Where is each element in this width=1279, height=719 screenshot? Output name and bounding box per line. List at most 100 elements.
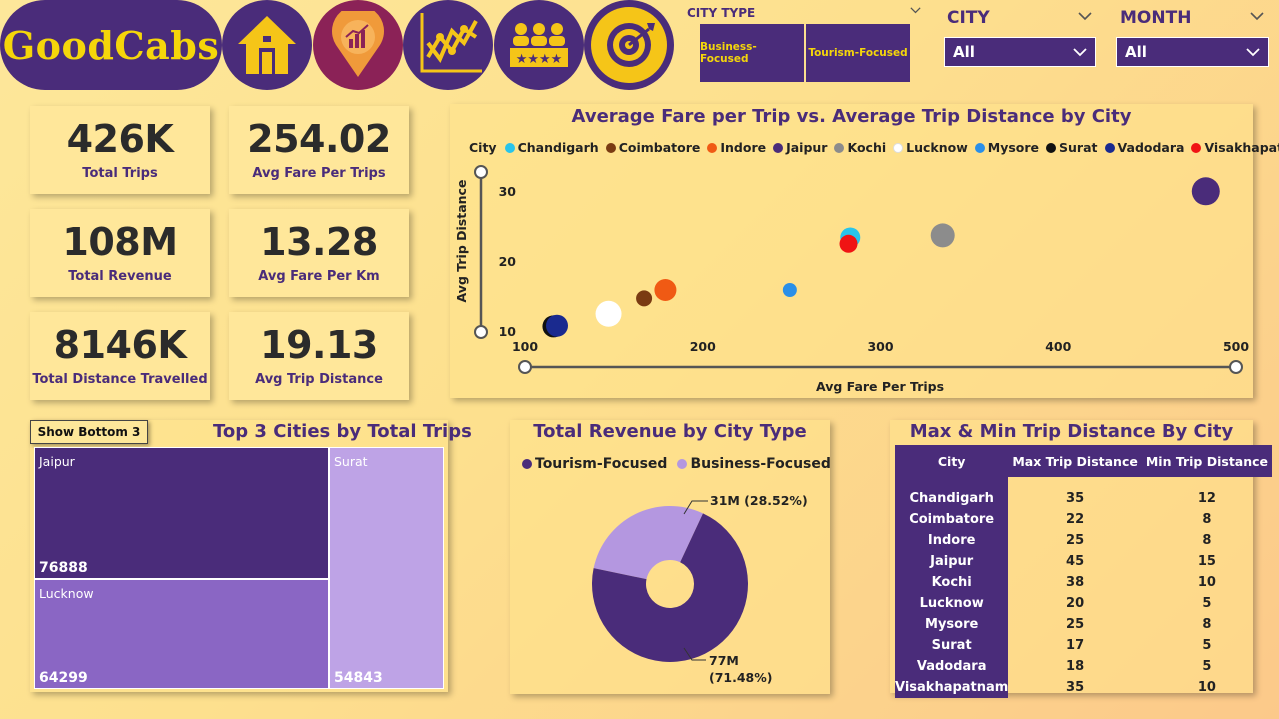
nav-home-button[interactable] (222, 0, 312, 90)
chevron-down-icon[interactable] (1250, 12, 1264, 21)
max-distance-cell: 38 (1066, 575, 1085, 590)
kpi-avg-fare-per-trip: 254.02 Avg Fare Per Trips (229, 106, 409, 194)
table-row[interactable]: Kochi 38 10 (895, 572, 1272, 593)
min-distance-cell: 8 (1202, 617, 1212, 632)
legend-item-vadodara[interactable]: Vadodara (1104, 140, 1184, 155)
column-header[interactable]: Max Trip Distance (1008, 445, 1142, 477)
month-slicer-title: MONTH (1120, 8, 1192, 28)
nav-city-overview-button[interactable] (313, 0, 403, 90)
city-dropdown-value: All (953, 43, 975, 61)
legend-item-visakhapatnam[interactable]: Visakhapatnam (1191, 140, 1279, 155)
legend-item-coimbatore[interactable]: Coimbatore (605, 140, 700, 155)
city-cell: Jaipur (895, 551, 1009, 572)
data-point-kochi[interactable] (930, 223, 955, 248)
donut-slice-business-focused[interactable] (593, 506, 704, 580)
kpi-label: Avg Fare Per Km (258, 268, 380, 284)
distance-table-wrap: City Max Trip Distance Min Trip Distance… (895, 445, 1273, 698)
min-distance-cell: 8 (1202, 533, 1212, 548)
x-tick-label: 400 (1045, 339, 1071, 354)
legend-item-tourism: Tourism-Focused (522, 456, 667, 472)
legend-label: Chandigarh (517, 140, 599, 155)
legend-label: Lucknow (906, 140, 968, 155)
city-dropdown[interactable]: All (944, 37, 1096, 67)
legend-item-surat[interactable]: Surat (1046, 140, 1098, 155)
data-point-mysore[interactable] (782, 283, 797, 297)
legend-item-mysore[interactable]: Mysore (974, 140, 1039, 155)
brand-name: GoodCabs (2, 22, 220, 68)
max-distance-cell: 20 (1066, 596, 1085, 611)
min-distance-cell: 5 (1202, 596, 1212, 611)
y-slider-handle-top[interactable] (474, 165, 488, 179)
nav-ratings-button[interactable]: ★★★★ (494, 0, 584, 90)
legend-dot (1191, 142, 1202, 153)
show-bottom-3-button[interactable]: Show Bottom 3 (30, 420, 148, 444)
min-distance-cell: 8 (1202, 512, 1212, 527)
data-point-jaipur[interactable] (1191, 177, 1220, 206)
table-cell (895, 477, 1009, 488)
legend-item-chandigarh[interactable]: Chandigarh (504, 140, 599, 155)
max-distance-cell: 22 (1066, 512, 1085, 527)
max-distance-cell: 25 (1066, 617, 1085, 632)
scatter-legend: City Chandigarh Coimbatore Indore Jaipur Koc… (469, 140, 1279, 155)
max-distance-cell: 25 (1066, 533, 1085, 548)
x-tick-label: 100 (512, 339, 538, 354)
data-point-visakhapatnam[interactable] (839, 234, 858, 253)
table-row[interactable]: Lucknow 20 5 (895, 593, 1272, 614)
nav-targets-button[interactable] (584, 0, 674, 90)
y-slider-handle-bottom[interactable] (474, 325, 488, 339)
city-cell: Kochi (895, 572, 1009, 593)
city-cell: Coimbatore (895, 509, 1009, 530)
donut-title: Total Revenue by City Type (533, 421, 807, 442)
kpi-label: Avg Trip Distance (255, 371, 383, 387)
city-type-business-chip[interactable]: Business-Focused (700, 24, 804, 82)
table-row[interactable]: Indore 25 8 (895, 530, 1272, 551)
table-row[interactable]: Coimbatore 22 8 (895, 509, 1272, 530)
donut-slice-tourism-focused[interactable] (592, 513, 748, 662)
legend-dot (974, 142, 985, 153)
legend-item-jaipur[interactable]: Jaipur (773, 140, 827, 155)
column-header[interactable]: Min Trip Distance (1141, 445, 1273, 477)
table-row[interactable]: Visakhapatnam 35 10 (895, 677, 1272, 698)
table-cell (1142, 477, 1272, 488)
data-point-vadodara[interactable] (545, 314, 568, 337)
treemap-cell-lucknow[interactable]: Lucknow 64299 (34, 579, 329, 689)
chevron-down-icon[interactable] (1078, 12, 1092, 21)
legend-dot (707, 142, 718, 153)
treemap-cell-jaipur[interactable]: Jaipur 76888 (34, 447, 329, 579)
x-axis-label: Avg Fare Per Trips (816, 379, 944, 394)
nav-trends-button[interactable] (403, 0, 493, 90)
month-dropdown[interactable]: All (1116, 37, 1269, 67)
legend-item-lucknow[interactable]: Lucknow (893, 140, 968, 155)
table-row[interactable]: Mysore 25 8 (895, 614, 1272, 635)
x-tick-label: 300 (867, 339, 893, 354)
column-header[interactable]: City (895, 445, 1009, 477)
label-leader-line (683, 647, 706, 661)
data-point-lucknow[interactable] (595, 300, 622, 327)
legend-dot (522, 459, 532, 469)
legend-item-kochi[interactable]: Kochi (834, 140, 886, 155)
table-row[interactable]: Vadodara 18 5 (895, 656, 1272, 677)
table-row[interactable]: Surat 17 5 (895, 635, 1272, 656)
legend-label: Tourism-Focused (535, 456, 668, 472)
table-title: Max & Min Trip Distance By City (909, 421, 1234, 442)
kpi-avg-trip-distance: 19.13 Avg Trip Distance (229, 312, 409, 400)
location-chart-icon (332, 11, 384, 77)
legend-label: Indore (720, 140, 767, 155)
treemap-cell-name: Surat (334, 454, 368, 469)
label-leader-line (683, 500, 708, 515)
data-point-coimbatore[interactable] (636, 290, 653, 307)
treemap-cell-surat[interactable]: Surat 54843 (329, 447, 444, 689)
x-slider-handle-left[interactable] (518, 360, 532, 374)
y-tick-label: 20 (499, 254, 517, 269)
table-row[interactable]: Jaipur 45 15 (895, 551, 1272, 572)
data-point-indore[interactable] (654, 279, 677, 301)
x-slider-handle-right[interactable] (1229, 360, 1243, 374)
city-cell: Surat (895, 635, 1009, 656)
chevron-down-icon[interactable] (910, 7, 921, 14)
city-type-tourism-chip[interactable]: Tourism-Focused (806, 24, 910, 82)
legend-dot (605, 142, 616, 153)
legend-item-indore[interactable]: Indore (707, 140, 766, 155)
table-row[interactable]: Chandigarh 35 12 (895, 488, 1272, 509)
legend-dot (504, 142, 515, 153)
x-tick-label: 500 (1223, 339, 1249, 354)
